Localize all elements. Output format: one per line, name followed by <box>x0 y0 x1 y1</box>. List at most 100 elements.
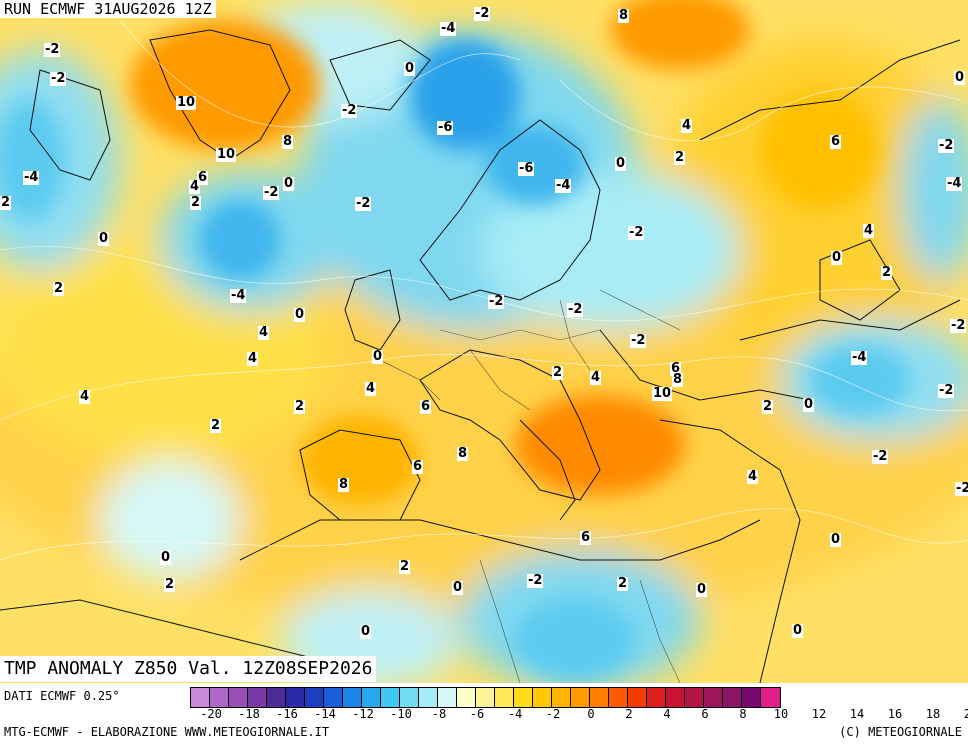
color-scale-tick-label: 10 <box>773 707 789 721</box>
contour-label: 4 <box>590 370 602 385</box>
contour-label: 10 <box>652 386 673 401</box>
contour-label: 2 <box>210 418 222 433</box>
contour-label: 6 <box>197 170 209 185</box>
contour-label: 2 <box>762 399 774 414</box>
color-swatch <box>533 688 552 707</box>
contour-label: -4 <box>946 176 963 191</box>
contour-label: 6 <box>412 459 424 474</box>
contour-label: 8 <box>618 8 630 23</box>
color-swatch <box>590 688 609 707</box>
contour-label: 2 <box>552 365 564 380</box>
color-swatch <box>248 688 267 707</box>
contour-label: 6 <box>830 134 842 149</box>
color-scale-tick-label: 6 <box>701 707 709 721</box>
contour-label: 8 <box>672 372 684 387</box>
color-swatch <box>400 688 419 707</box>
color-scale-tick-label: -14 <box>314 707 336 721</box>
contour-label: 10 <box>176 95 197 110</box>
contour-label: 2 <box>881 265 893 280</box>
contour-label: 0 <box>830 532 842 547</box>
contour-label: 2 <box>674 150 686 165</box>
contour-label: -2 <box>341 103 358 118</box>
color-swatch <box>609 688 628 707</box>
contour-label: -4 <box>23 170 40 185</box>
credits-label: MTG-ECMWF - ELABORAZIONE WWW.METEOGIORNA… <box>4 725 330 739</box>
contour-label: -4 <box>555 178 572 193</box>
footer: DATI ECMWF 0.25° -20 -18 -16 -14 -12 -10 -8 -6-… <box>0 683 968 745</box>
color-swatch <box>438 688 457 707</box>
color-swatch <box>229 688 248 707</box>
map-title: TMP ANOMALY Z850 Val. 12Z08SEP2026 <box>0 656 377 682</box>
contour-label: 0 <box>803 397 815 412</box>
contour-label: -2 <box>938 383 955 398</box>
contour-label: 4 <box>365 381 377 396</box>
color-swatch <box>571 688 590 707</box>
contour-label: -2 <box>355 196 372 211</box>
contour-label: 10 <box>216 147 237 162</box>
contour-label: 4 <box>747 469 759 484</box>
color-swatch <box>495 688 514 707</box>
contour-label: 4 <box>247 351 259 366</box>
contour-label: 8 <box>457 446 469 461</box>
color-scale-tick-label: -18 <box>238 707 260 721</box>
contour-label: 0 <box>404 61 416 76</box>
contour-label: -2 <box>628 225 645 240</box>
color-scale-tick-label: 12 <box>811 707 827 721</box>
contour-label: 2 <box>164 577 176 592</box>
color-scale-tick-label: -6 <box>469 707 485 721</box>
contour-label: -2 <box>630 333 647 348</box>
contour-label: -2 <box>567 302 584 317</box>
color-swatch <box>267 688 286 707</box>
temperature-anomaly-map: -2 8 -2 -4 -2 0 10 -2 -6 4 10 8 6 0 2 -4… <box>0 0 968 683</box>
color-scale-bar <box>190 687 781 708</box>
contour-label: -2 <box>950 318 967 333</box>
copyright-label: (C) METEOGIORNALE <box>839 725 962 739</box>
color-swatch <box>647 688 666 707</box>
color-swatch <box>286 688 305 707</box>
contour-label: 2 <box>0 195 12 210</box>
color-scale-tick-label: -16 <box>276 707 298 721</box>
contour-label: -4 <box>851 350 868 365</box>
contour-label: 0 <box>294 307 306 322</box>
color-scale-tick-label: -8 <box>431 707 447 721</box>
color-scale-tick-label: 18 <box>925 707 941 721</box>
contour-label: 0 <box>452 580 464 595</box>
data-source-label: DATI ECMWF 0.25° <box>4 689 120 703</box>
color-scale-tick-label: 16 <box>887 707 903 721</box>
color-scale-tick-label: 8 <box>739 707 747 721</box>
color-scale-tick-label: 20 <box>963 707 968 721</box>
color-swatch <box>685 688 704 707</box>
contour-label: 2 <box>190 195 202 210</box>
color-swatch <box>628 688 647 707</box>
contour-label: 0 <box>792 623 804 638</box>
contour-label: 4 <box>681 118 693 133</box>
color-swatch <box>457 688 476 707</box>
anomaly-field <box>0 0 968 683</box>
color-swatch <box>514 688 533 707</box>
run-title: RUN ECMWF 31AUG2026 12Z <box>0 0 216 18</box>
color-swatch <box>704 688 723 707</box>
contour-label: 4 <box>258 325 270 340</box>
contour-label: -2 <box>50 71 67 86</box>
contour-label: 4 <box>863 223 875 238</box>
color-swatch <box>419 688 438 707</box>
contour-label: -2 <box>527 573 544 588</box>
color-swatch <box>761 688 780 707</box>
color-swatch <box>742 688 761 707</box>
contour-label: -2 <box>474 6 491 21</box>
color-scale-tick-label: 0 <box>587 707 595 721</box>
contour-label: 6 <box>670 361 682 376</box>
color-swatch <box>552 688 571 707</box>
contour-label: 2 <box>53 281 65 296</box>
contour-label: 6 <box>580 530 592 545</box>
color-swatch <box>191 688 210 707</box>
contour-label: 0 <box>954 70 966 85</box>
color-scale-tick-label: -12 <box>352 707 374 721</box>
contour-label: -2 <box>44 42 61 57</box>
contour-label: 4 <box>189 179 201 194</box>
contour-label: 0 <box>696 582 708 597</box>
color-scale-tick-label: 2 <box>625 707 633 721</box>
color-scale-ticks: -20 -18 -16 -14 -12 -10 -8 -6 -4 -2 0 2 4 6 8 10 12 14 16 1… <box>190 707 968 721</box>
color-swatch <box>343 688 362 707</box>
contour-label: -6 <box>518 161 535 176</box>
